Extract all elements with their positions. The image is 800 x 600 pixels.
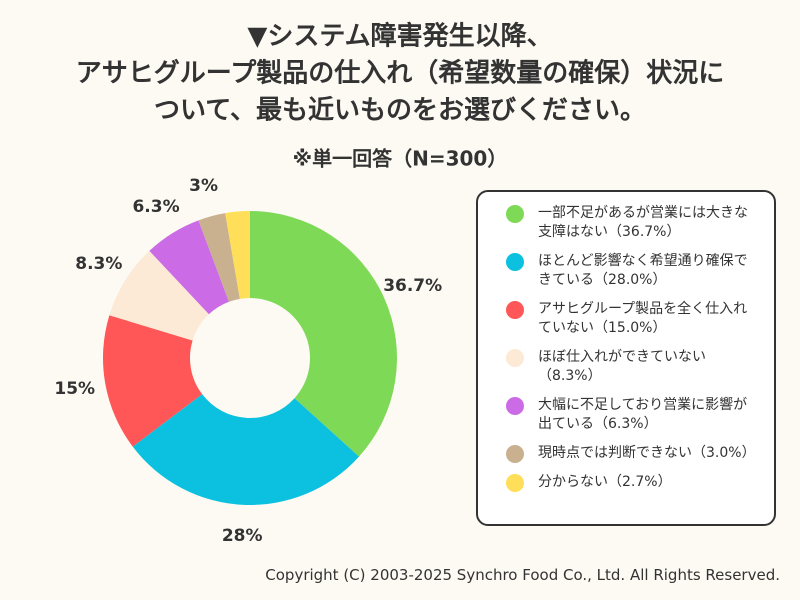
slice bbox=[198, 213, 240, 302]
legend-item: 分からない（2.7%） bbox=[506, 473, 758, 492]
slice bbox=[132, 394, 360, 506]
slice bbox=[250, 211, 397, 457]
value-label: 3% bbox=[189, 176, 218, 196]
value-label: 8.3% bbox=[75, 254, 122, 274]
legend-label: 大幅に不足しており営業に影響が出ている（6.3%） bbox=[538, 397, 748, 432]
legend-label: 一部不足があるが営業には大きな支障はない（36.7%） bbox=[538, 205, 748, 240]
title: ついて、最も近いものをお選びください。 bbox=[154, 96, 646, 126]
title: ▼システム障害発生以降、 bbox=[247, 21, 552, 52]
slice bbox=[149, 220, 229, 315]
slice bbox=[103, 315, 203, 447]
value-label: 6.3% bbox=[132, 197, 179, 217]
legend-swatch bbox=[506, 349, 524, 367]
legend-swatch bbox=[506, 445, 524, 463]
legend-item: 大幅に不足しており営業に影響が出ている（6.3%） bbox=[506, 396, 758, 434]
legend-item: ほぼ仕入れができていない（8.3%） bbox=[506, 348, 758, 386]
legend-label: ほぼ仕入れができていない（8.3%） bbox=[538, 349, 706, 384]
value-label: 28% bbox=[222, 526, 263, 546]
legend-label: 現時点では判断できない（3.0%） bbox=[538, 445, 756, 461]
legend-label: ほとんど影響なく希望通り確保できている（28.0%） bbox=[538, 253, 748, 288]
legend-swatch bbox=[506, 397, 524, 415]
legend-item: 現時点では判断できない（3.0%） bbox=[506, 444, 758, 463]
value-label: 36.7% bbox=[383, 276, 442, 296]
slice bbox=[225, 211, 250, 299]
legend-label: アサヒグループ製品を全く仕入れていない（15.0%） bbox=[538, 301, 748, 336]
title: アサヒグループ製品の仕入れ（希望数量の確保）状況に bbox=[76, 58, 724, 89]
subtitle: ※単一回答（N=300） bbox=[293, 147, 508, 171]
legend-item: 一部不足があるが営業には大きな支障はない（36.7%） bbox=[506, 204, 758, 242]
value-label: 15% bbox=[54, 379, 95, 399]
legend-item: ほとんど影響なく希望通り確保できている（28.0%） bbox=[506, 252, 758, 290]
legend-swatch bbox=[506, 205, 524, 223]
legend-label: 分からない（2.7%） bbox=[538, 474, 672, 490]
copyright: Copyright (C) 2003-2025 Synchro Food Co.… bbox=[265, 566, 780, 584]
legend-swatch bbox=[506, 474, 524, 492]
legend-item: アサヒグループ製品を全く仕入れていない（15.0%） bbox=[506, 300, 758, 338]
legend-swatch bbox=[506, 301, 524, 319]
slice bbox=[109, 250, 209, 341]
legend-swatch bbox=[506, 253, 524, 271]
legend: 一部不足があるが営業には大きな支障はない（36.7%） ほとんど影響なく希望通り確… bbox=[476, 190, 776, 526]
